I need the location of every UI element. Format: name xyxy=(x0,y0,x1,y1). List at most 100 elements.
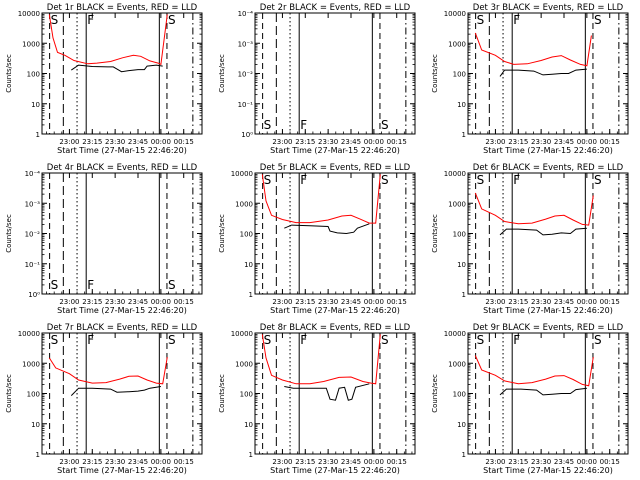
series-line-lld xyxy=(261,334,381,385)
marker-label-S: S xyxy=(477,13,485,27)
x-axis-label: Start Time (27-Mar-15 22:46:20) xyxy=(270,146,400,155)
y-tick-label: 10⁰ xyxy=(241,131,253,139)
x-tick-label: 00:00 xyxy=(364,138,384,146)
marker-label-S: S xyxy=(264,173,272,187)
marker-label-S: S xyxy=(381,173,389,187)
y-axis-label: Counts/sec xyxy=(5,214,13,253)
x-tick-label: 23:45 xyxy=(554,138,574,146)
x-tick-label: 23:15 xyxy=(508,138,528,146)
series-line-events xyxy=(70,386,161,396)
series-line-events xyxy=(499,387,587,396)
series-line-lld xyxy=(474,32,592,67)
panel-title: Det 6r BLACK = Events, RED = LLD xyxy=(473,163,624,173)
marker-label-F: F xyxy=(513,173,520,187)
x-tick-label: 00:00 xyxy=(151,298,171,306)
marker-label-S: S xyxy=(264,333,272,347)
panel-title: Det 9r BLACK = Events, RED = LLD xyxy=(473,323,624,333)
marker-label-S: S xyxy=(51,333,59,347)
x-tick-label: 23:45 xyxy=(341,298,361,306)
y-tick-label: 10⁻² xyxy=(25,231,41,239)
x-tick-label: 23:30 xyxy=(105,458,125,466)
x-tick-label: 00:15 xyxy=(600,138,620,146)
series-line-lld xyxy=(474,192,594,226)
x-tick-label: 23:00 xyxy=(272,138,292,146)
x-tick-label: 23:45 xyxy=(128,298,148,306)
y-axis-label: Counts/sec xyxy=(431,54,439,93)
y-tick-label: 1 xyxy=(36,131,40,139)
marker-label-F: F xyxy=(87,278,94,292)
marker-label-S: S xyxy=(168,333,176,347)
x-tick-label: 23:30 xyxy=(531,458,551,466)
y-tick-label: 100 xyxy=(240,391,253,399)
panel-title: Det 8r BLACK = Events, RED = LLD xyxy=(260,323,411,333)
y-axis-label: Counts/sec xyxy=(218,54,226,93)
y-tick-label: 10000 xyxy=(444,170,466,178)
marker-label-S: S xyxy=(264,118,272,132)
x-tick-label: 23:15 xyxy=(508,298,528,306)
x-tick-label: 23:30 xyxy=(318,458,338,466)
marker-label-S: S xyxy=(51,13,59,27)
panel-title: Det 7r BLACK = Events, RED = LLD xyxy=(47,323,198,333)
x-tick-label: 23:45 xyxy=(128,458,148,466)
panel-title: Det 2r BLACK = Events, RED = LLD xyxy=(260,3,411,13)
panel-title: Det 5r BLACK = Events, RED = LLD xyxy=(260,163,411,173)
x-tick-label: 00:00 xyxy=(577,138,597,146)
y-axis-label: Counts/sec xyxy=(218,214,226,253)
y-tick-label: 10⁰ xyxy=(28,291,40,299)
x-tick-label: 23:15 xyxy=(295,458,315,466)
y-axis-label: Counts/sec xyxy=(5,374,13,413)
axes-frame xyxy=(254,12,416,135)
y-tick-label: 1 xyxy=(462,131,466,139)
panel-title: Det 3r BLACK = Events, RED = LLD xyxy=(473,3,624,13)
axes-frame xyxy=(41,12,203,135)
y-tick-label: 100 xyxy=(27,71,40,79)
y-tick-label: 100 xyxy=(240,231,253,239)
x-axis-label: Start Time (27-Mar-15 22:46:20) xyxy=(483,466,613,475)
y-tick-label: 10000 xyxy=(231,170,253,178)
x-tick-label: 23:15 xyxy=(82,298,102,306)
y-tick-label: 10000 xyxy=(18,330,40,338)
y-tick-label: 10⁻¹ xyxy=(238,101,254,109)
x-tick-label: 00:15 xyxy=(600,298,620,306)
panel-title: Det 1r BLACK = Events, RED = LLD xyxy=(47,3,198,13)
y-tick-label: 10⁻⁴ xyxy=(238,10,254,18)
x-tick-label: 23:00 xyxy=(272,298,292,306)
x-tick-label: 00:15 xyxy=(387,298,407,306)
x-axis-label: Start Time (27-Mar-15 22:46:20) xyxy=(270,466,400,475)
y-tick-label: 1000 xyxy=(448,40,466,48)
x-tick-label: 00:00 xyxy=(364,298,384,306)
axes-frame xyxy=(41,172,203,295)
x-tick-label: 23:30 xyxy=(318,138,338,146)
y-tick-label: 100 xyxy=(453,231,466,239)
marker-label-S: S xyxy=(168,13,176,27)
x-axis-label: Start Time (27-Mar-15 22:46:20) xyxy=(483,146,613,155)
y-tick-label: 10⁻⁴ xyxy=(25,170,41,178)
marker-label-S: S xyxy=(477,333,485,347)
x-tick-label: 23:15 xyxy=(295,298,315,306)
y-tick-label: 1000 xyxy=(22,360,40,368)
x-axis-label: Start Time (27-Mar-15 22:46:20) xyxy=(270,306,400,315)
x-tick-label: 23:30 xyxy=(531,138,551,146)
x-tick-label: 23:30 xyxy=(531,298,551,306)
x-tick-label: 23:30 xyxy=(318,298,338,306)
axes-frame xyxy=(41,332,203,455)
x-axis-label: Start Time (27-Mar-15 22:46:20) xyxy=(57,146,187,155)
series-line-lld xyxy=(48,357,168,385)
marker-label-S: S xyxy=(477,173,485,187)
marker-label-S: S xyxy=(594,333,602,347)
y-tick-label: 10 xyxy=(457,421,466,429)
panel-title: Det 4r BLACK = Events, RED = LLD xyxy=(47,163,198,173)
x-tick-label: 23:00 xyxy=(485,298,505,306)
x-tick-label: 00:00 xyxy=(577,298,597,306)
series-line-lld xyxy=(261,174,381,224)
marker-label-S: S xyxy=(381,118,389,132)
panel-det-1r: Det 1r BLACK = Events, RED = LLD 1 10 100 10… xyxy=(5,3,203,155)
marker-label-S: S xyxy=(594,13,602,27)
panel-det-4r: Det 4r BLACK = Events, RED = LLD 10⁰ 10⁻¹ 1… xyxy=(5,163,203,315)
y-tick-label: 1000 xyxy=(235,200,253,208)
panel-det-9r: Det 9r BLACK = Events, RED = LLD 1 10 100 10… xyxy=(431,323,629,475)
x-tick-label: 23:45 xyxy=(128,138,148,146)
x-tick-label: 23:00 xyxy=(272,458,292,466)
marker-label-F: F xyxy=(87,13,94,27)
x-tick-label: 00:00 xyxy=(151,458,171,466)
